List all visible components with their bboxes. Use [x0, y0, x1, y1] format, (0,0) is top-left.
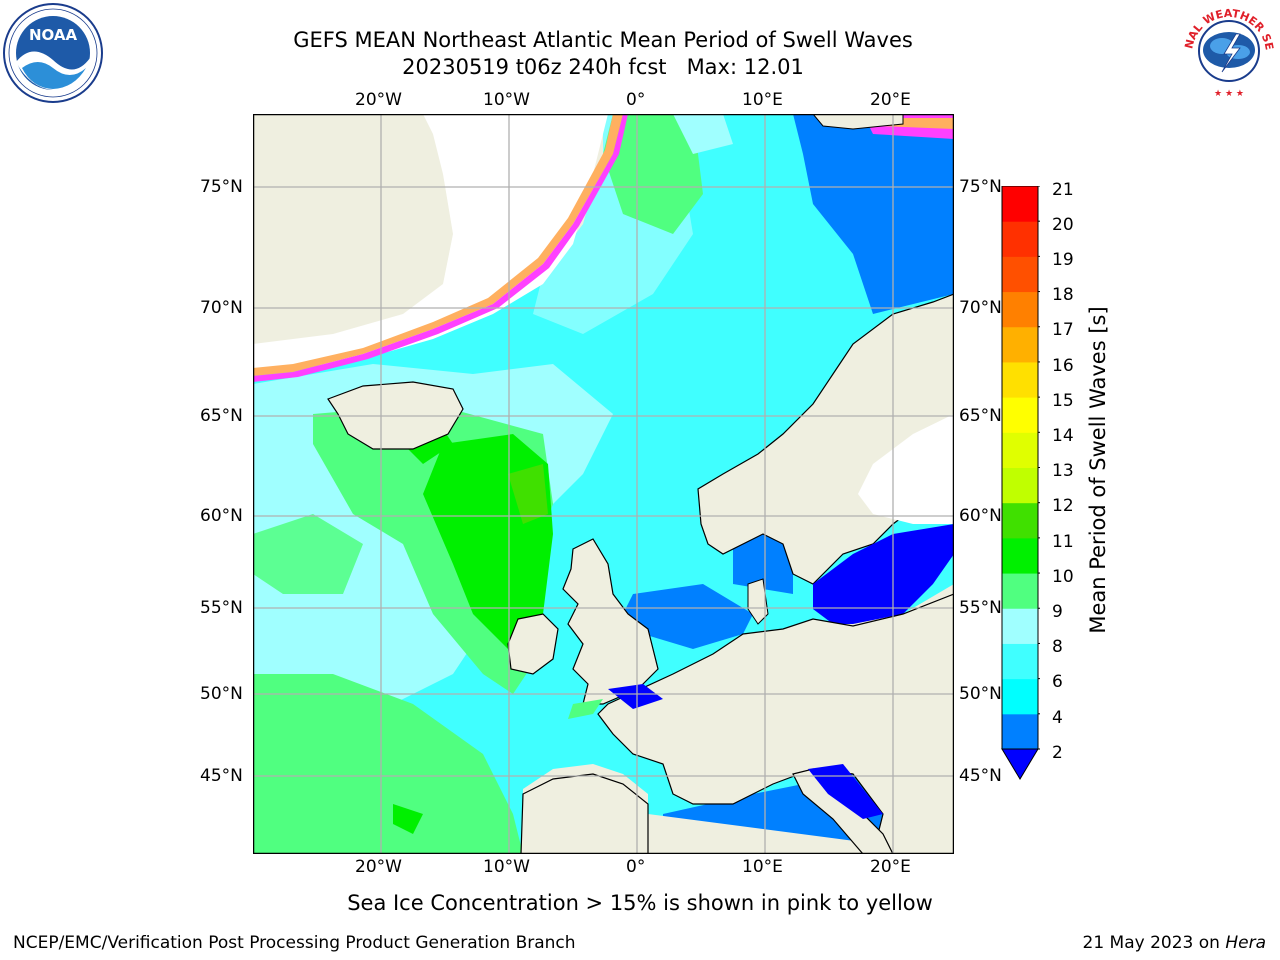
colorbar-segment: [1002, 291, 1038, 328]
lat-label-right: 75°N: [959, 177, 1002, 197]
lat-label-left: 50°N: [200, 684, 243, 704]
lon-label-bottom: 10°W: [483, 857, 530, 877]
colorbar-segment: [1002, 713, 1038, 750]
footer-date: 21 May 2023 on Hera: [1083, 933, 1267, 953]
colorbar-tick-label: 15: [1052, 391, 1074, 411]
colorbar-tick-label: 6: [1052, 672, 1063, 692]
colorbar-segment: [1002, 256, 1038, 293]
colorbar-segment: [1002, 643, 1038, 680]
sea-ice-caption: Sea Ice Concentration > 15% is shown in …: [347, 891, 933, 915]
lat-label-right: 50°N: [959, 684, 1002, 704]
colorbar-segment: [1002, 221, 1038, 257]
colorbar-segment: [1002, 467, 1038, 504]
lon-label-top: 20°E: [870, 90, 911, 110]
colorbar-tick-label: 9: [1052, 602, 1063, 622]
colorbar-segment: [1002, 397, 1038, 433]
noaa-logo: NOAA: [2, 2, 104, 104]
colorbar-tick-label: 11: [1052, 532, 1074, 552]
colorbar-tick-label: 8: [1052, 637, 1063, 657]
colorbar-tick-label: 13: [1052, 461, 1074, 481]
lat-label-right: 70°N: [959, 298, 1002, 318]
lat-label-right: 65°N: [959, 406, 1002, 426]
colorbar-segment: [1002, 537, 1038, 574]
lon-label-top: 0°: [626, 90, 646, 110]
colorbar-segment: [1002, 502, 1038, 539]
map-subtitle: 20230519 t06z 240h fcst Max: 12.01: [402, 55, 804, 79]
lon-label-bottom: 10°E: [742, 857, 783, 877]
colorbar-tick-label: 19: [1052, 250, 1074, 270]
lat-label-left: 55°N: [200, 598, 243, 618]
lat-label-left: 70°N: [200, 298, 243, 318]
lon-label-bottom: 20°E: [870, 857, 911, 877]
colorbar-tick-label: 16: [1052, 356, 1074, 376]
footer-machine: Hera: [1225, 933, 1266, 953]
colorbar-segment: [1002, 432, 1038, 468]
nws-logo: NATIONAL WEATHER SERVICE ★ ★ ★: [1173, 0, 1280, 100]
colorbar-tick-label: 14: [1052, 426, 1074, 446]
colorbar-segment: [1002, 361, 1038, 398]
lat-label-left: 65°N: [200, 406, 243, 426]
lon-label-top: 10°E: [742, 90, 783, 110]
colorbar-segment: [1002, 608, 1038, 644]
lat-label-left: 45°N: [200, 766, 243, 786]
colorbar-segment: [1002, 573, 1038, 609]
lon-label-bottom: 0°: [626, 857, 646, 877]
colorbar-tick-label: 2: [1052, 743, 1063, 763]
colorbar-segment: [1002, 186, 1038, 222]
lon-label-top: 20°W: [355, 90, 402, 110]
colorbar-tick-label: 10: [1052, 567, 1074, 587]
colorbar-tick-label: 20: [1052, 215, 1074, 235]
lat-label-left: 75°N: [200, 177, 243, 197]
colorbar: [1000, 186, 1040, 786]
lat-label-right: 55°N: [959, 598, 1002, 618]
colorbar-tick-label: 4: [1052, 708, 1063, 728]
colorbar-tick-label: 21: [1052, 180, 1074, 200]
colorbar-segment: [1002, 326, 1038, 363]
lat-label-left: 60°N: [200, 506, 243, 526]
footer-date-text: 21 May 2023 on: [1082, 933, 1226, 953]
swell-period-map[interactable]: [253, 114, 954, 854]
colorbar-segment: [1002, 678, 1038, 715]
lon-label-bottom: 20°W: [355, 857, 402, 877]
svg-text:★ ★ ★: ★ ★ ★: [1214, 89, 1244, 99]
lon-label-top: 10°W: [483, 90, 530, 110]
svg-text:NOAA: NOAA: [29, 26, 78, 44]
colorbar-under-arrow: [1001, 748, 1039, 780]
lat-label-right: 60°N: [959, 506, 1002, 526]
colorbar-tick-label: 12: [1052, 496, 1074, 516]
lat-label-right: 45°N: [959, 766, 1002, 786]
colorbar-tick-label: 17: [1052, 320, 1074, 340]
colorbar-tick-label: 18: [1052, 285, 1074, 305]
footer-credit: NCEP/EMC/Verification Post Processing Pr…: [13, 933, 576, 953]
map-title: GEFS MEAN Northeast Atlantic Mean Period…: [293, 28, 913, 52]
colorbar-label: Mean Period of Swell Waves [s]: [1086, 306, 1110, 634]
